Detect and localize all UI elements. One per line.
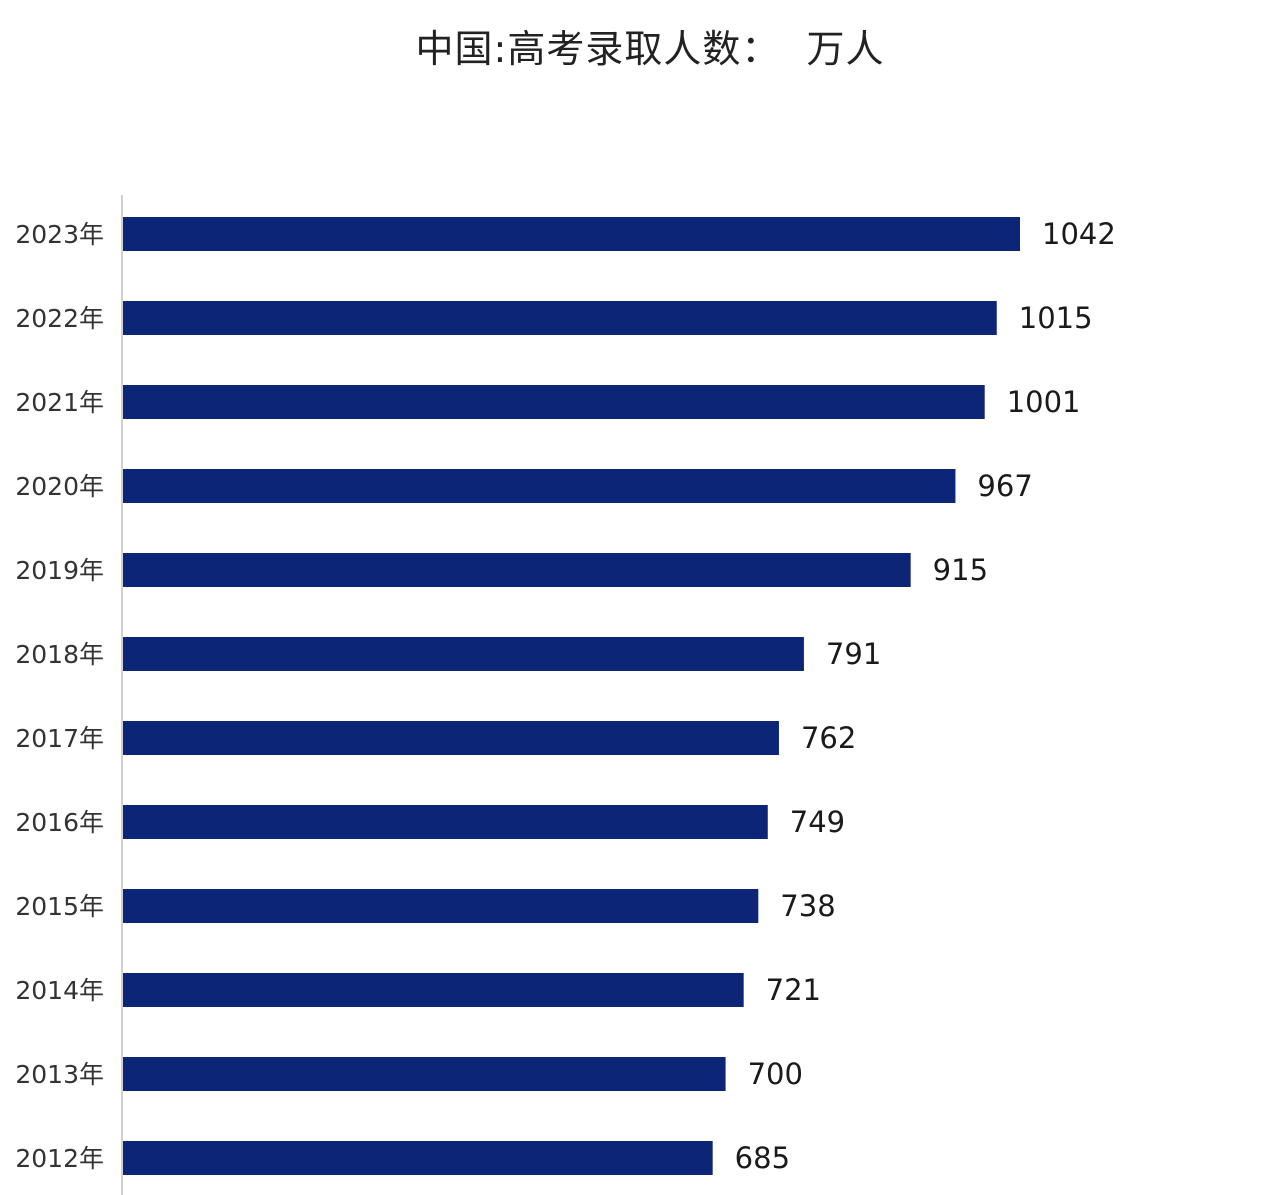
bar-2012年 xyxy=(123,1141,713,1175)
value-label: 700 xyxy=(748,1057,803,1091)
value-label: 915 xyxy=(933,553,988,587)
bar-2016年 xyxy=(123,805,768,839)
y-tick-labels: 2023年 2022年 2021年 2020年 2019年 2018年 2017年 2016年… xyxy=(15,220,104,1173)
value-label: 762 xyxy=(801,721,856,755)
y-tick-label: 2012年 xyxy=(15,1144,104,1173)
bar-2017年 xyxy=(123,721,779,755)
bar-2015年 xyxy=(123,889,759,923)
value-label: 1042 xyxy=(1042,217,1116,251)
y-tick-label: 2016年 xyxy=(15,808,104,837)
bar-2018年 xyxy=(123,637,804,671)
chart-title: 中国:高考录取人数： 万人 xyxy=(415,27,885,71)
value-label: 1015 xyxy=(1019,301,1093,335)
bar-2014年 xyxy=(123,973,744,1007)
value-label: 721 xyxy=(766,973,821,1007)
y-tick-label: 2019年 xyxy=(15,556,104,585)
y-tick-label: 2015年 xyxy=(15,892,104,921)
value-label: 738 xyxy=(780,889,835,923)
bar-2019年 xyxy=(123,553,911,587)
value-label: 967 xyxy=(977,469,1032,503)
bar-2021年 xyxy=(123,385,985,419)
bar-2022年 xyxy=(123,301,997,335)
y-tick-label: 2017年 xyxy=(15,724,104,753)
bar-2013年 xyxy=(123,1057,726,1091)
y-tick-label: 2020年 xyxy=(15,472,104,501)
y-tick-label: 2023年 xyxy=(15,220,104,249)
bar-2020年 xyxy=(123,469,956,503)
bar-2023年 xyxy=(123,217,1020,251)
y-tick-label: 2021年 xyxy=(15,388,104,417)
value-label: 685 xyxy=(735,1141,790,1175)
y-tick-label: 2022年 xyxy=(15,304,104,333)
value-label: 1001 xyxy=(1007,385,1081,419)
y-tick-label: 2013年 xyxy=(15,1060,104,1089)
value-labels: 1042 1015 1001 967 915 791 762 749 738 721 700 685 xyxy=(735,217,1116,1175)
value-label: 791 xyxy=(826,637,881,671)
y-tick-label: 2018年 xyxy=(15,640,104,669)
bars-group xyxy=(123,217,1020,1175)
value-label: 749 xyxy=(790,805,845,839)
y-tick-label: 2014年 xyxy=(15,976,104,1005)
